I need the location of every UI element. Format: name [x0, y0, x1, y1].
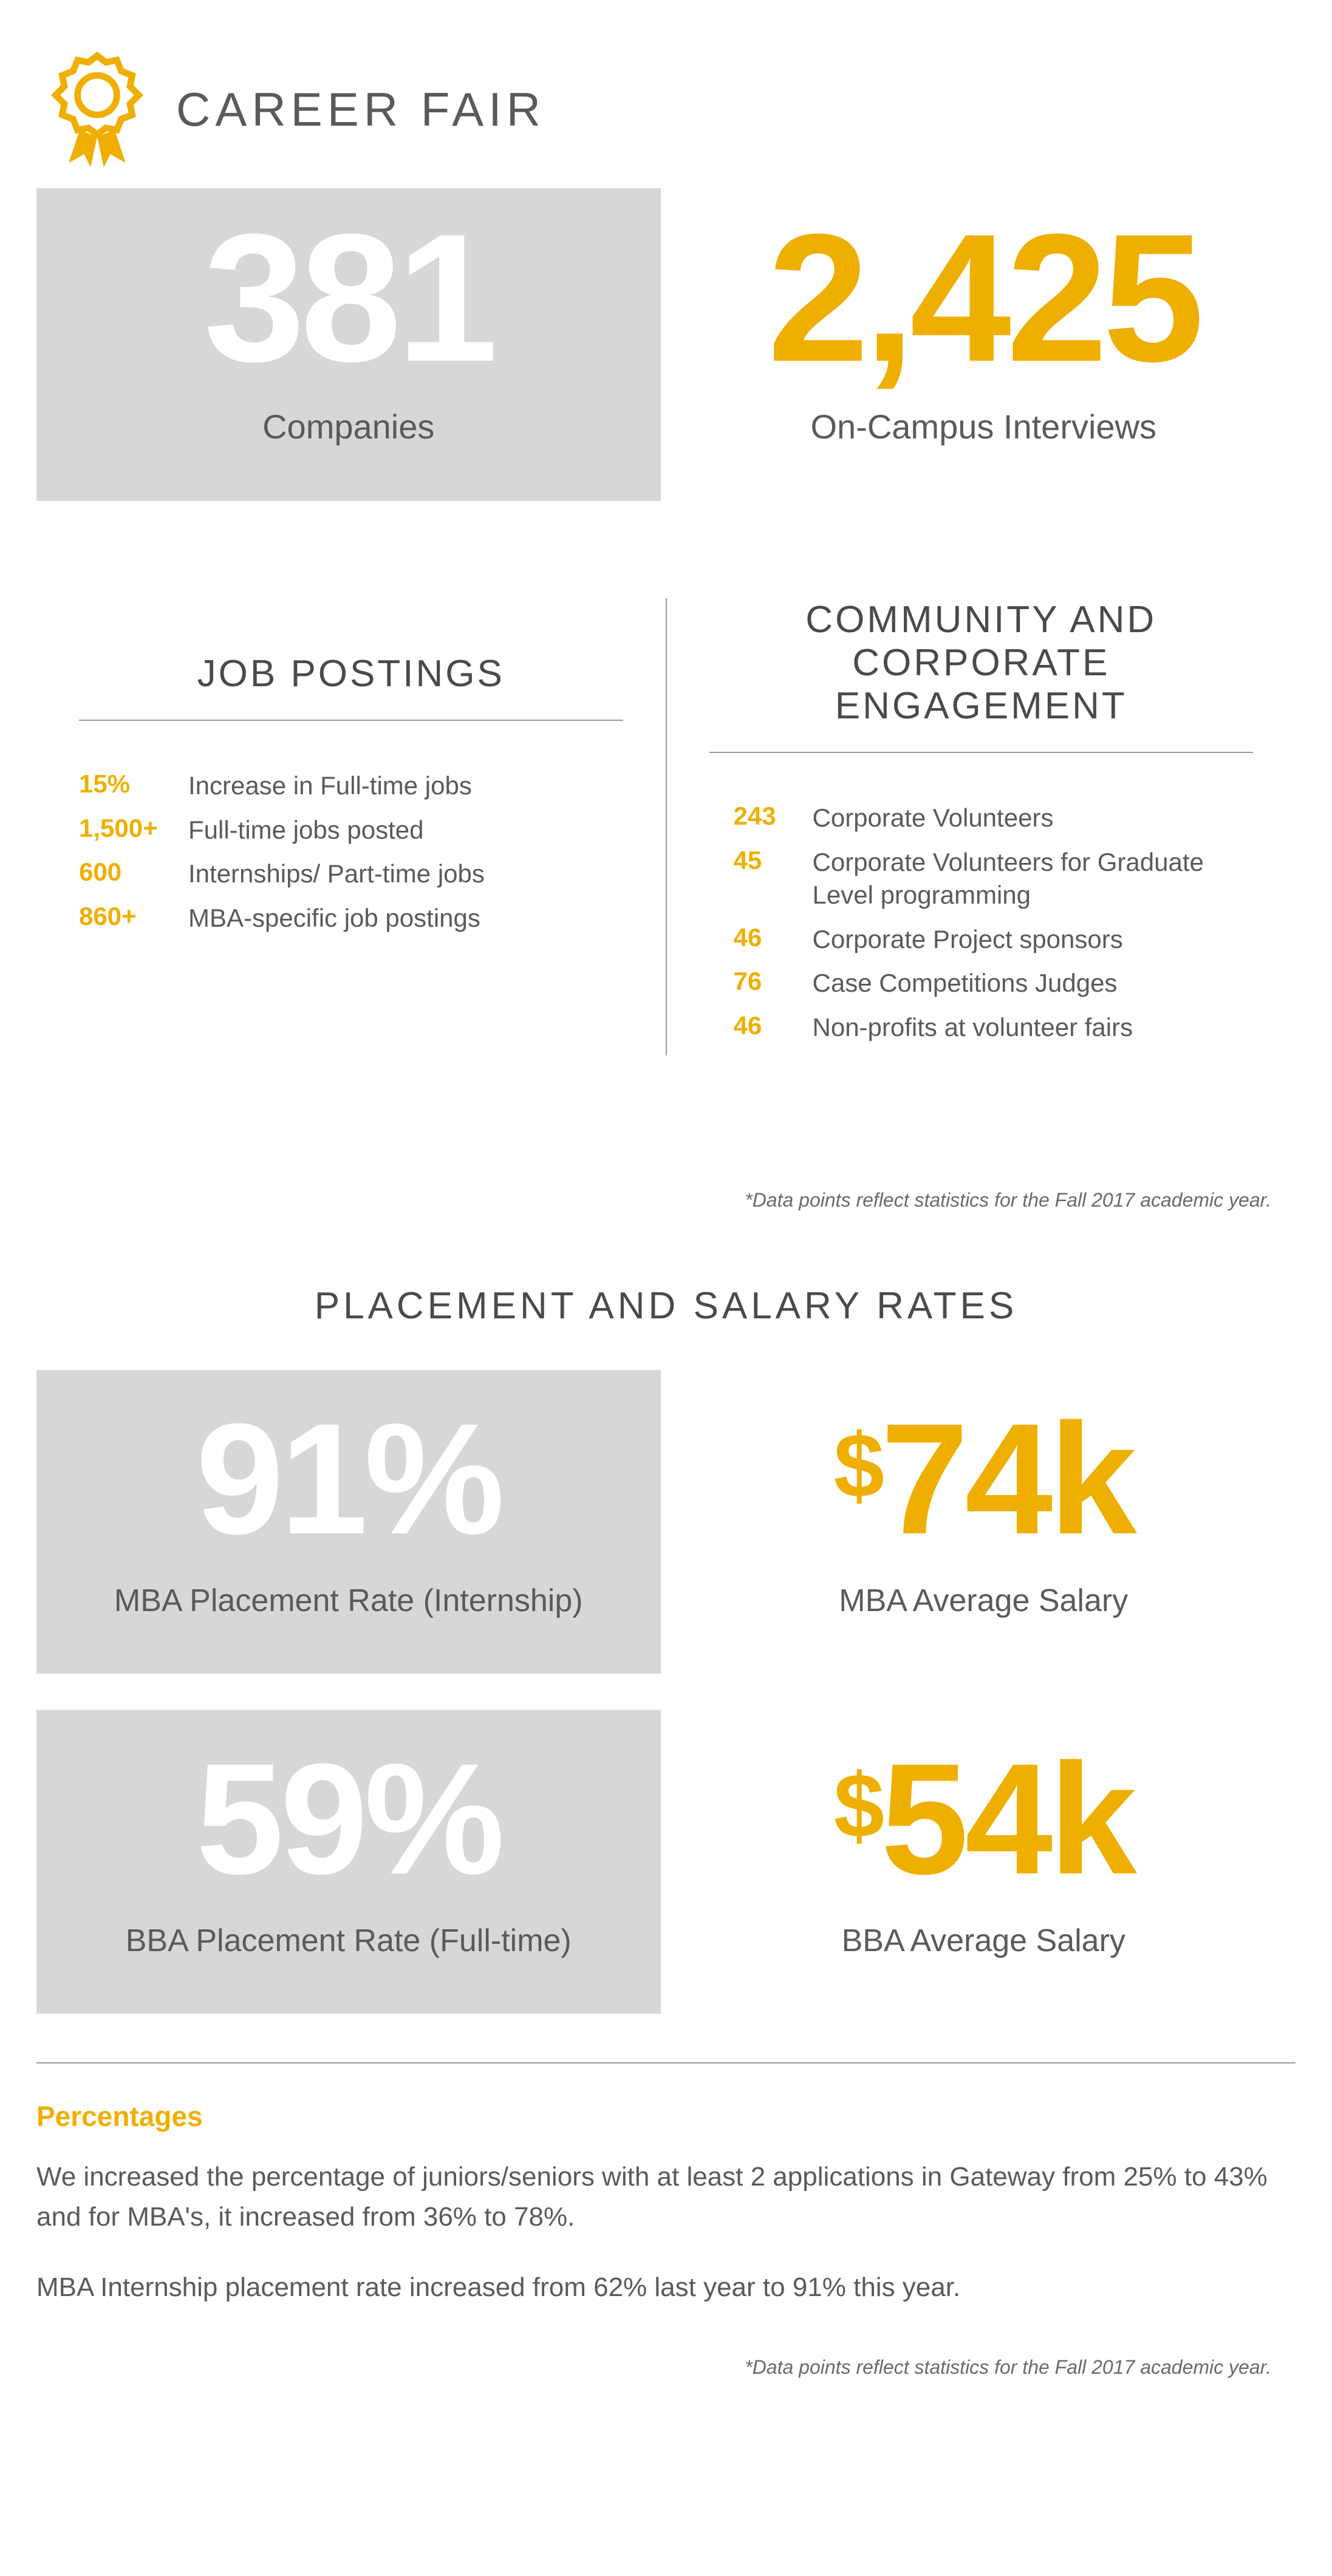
list-item: 76 Case Competitions Judges: [734, 967, 1254, 1000]
stat-label: Companies: [49, 407, 649, 446]
item-text: Corporate Volunteers for Graduate Level …: [813, 846, 1254, 912]
item-text: Full-time jobs posted: [188, 814, 424, 847]
divider: [79, 720, 623, 721]
list-item: 1,500+ Full-time jobs posted: [79, 814, 623, 847]
item-number: 860+: [79, 902, 170, 931]
item-text: Internships/ Part-time jobs: [188, 857, 485, 891]
item-number: 243: [734, 802, 794, 831]
mid-columns: JOB POSTINGS 15% Increase in Full-time j…: [36, 598, 1296, 1055]
list-item: 243 Corporate Volunteers: [734, 802, 1254, 835]
placement-row-bba: 59% BBA Placement Rate (Full-time) $54k …: [36, 1710, 1296, 2014]
stat-interviews: 2,425 On-Campus Interviews: [672, 188, 1296, 501]
item-text: Increase in Full-time jobs: [188, 769, 472, 803]
item-text: MBA-specific job postings: [188, 902, 480, 935]
stat-label: MBA Placement Rate (Internship): [49, 1583, 649, 1619]
stat-value: 2,425: [684, 206, 1284, 389]
stat-value: $54k: [684, 1740, 1284, 1898]
header-row: CAREER FAIR: [36, 49, 1296, 170]
stat-label: BBA Average Salary: [684, 1923, 1284, 1959]
list-item: 600 Internships/ Part-time jobs: [79, 857, 623, 891]
item-number: 1,500+: [79, 814, 170, 843]
list-item: 46 Corporate Project sponsors: [734, 923, 1254, 956]
list-item: 46 Non-profits at volunteer fairs: [734, 1011, 1254, 1044]
item-text: Non-profits at volunteer fairs: [813, 1011, 1133, 1044]
item-text: Corporate Project sponsors: [813, 923, 1123, 956]
bba-placement-rate: 59% BBA Placement Rate (Full-time): [36, 1710, 661, 2014]
engagement-list: 243 Corporate Volunteers 45 Corporate Vo…: [709, 802, 1254, 1044]
stat-label: BBA Placement Rate (Full-time): [49, 1923, 649, 1959]
list-item: 15% Increase in Full-time jobs: [79, 769, 623, 803]
stat-value: 91%: [49, 1400, 649, 1558]
stat-label: MBA Average Salary: [684, 1583, 1284, 1619]
engagement-column: COMMUNITY AND CORPORATE ENGAGEMENT 243 C…: [667, 598, 1296, 1055]
award-ribbon-icon: [43, 49, 152, 170]
placement-title: PLACEMENT AND SALARY RATES: [36, 1284, 1296, 1327]
item-text: Case Competitions Judges: [813, 967, 1118, 1000]
item-number: 600: [79, 857, 170, 887]
item-number: 45: [734, 846, 794, 875]
percentages-paragraph-1: We increased the percentage of juniors/s…: [36, 2157, 1296, 2237]
item-number: 46: [734, 1011, 794, 1040]
job-postings-list: 15% Increase in Full-time jobs 1,500+ Fu…: [79, 769, 623, 935]
engagement-title: COMMUNITY AND CORPORATE ENGAGEMENT: [709, 598, 1254, 727]
stat-label: On-Campus Interviews: [684, 407, 1284, 446]
value-text: 54k: [881, 1731, 1133, 1907]
career-fair-stats: 381 Companies 2,425 On-Campus Interviews: [36, 188, 1296, 501]
job-postings-title: JOB POSTINGS: [79, 598, 623, 695]
job-postings-column: JOB POSTINGS 15% Increase in Full-time j…: [36, 598, 667, 1055]
mba-placement-rate: 91% MBA Placement Rate (Internship): [36, 1370, 661, 1674]
value-text: 74k: [881, 1391, 1133, 1567]
item-text: Corporate Volunteers: [813, 802, 1054, 835]
placement-row-mba: 91% MBA Placement Rate (Internship) $74k…: [36, 1370, 1296, 1674]
footnote: *Data points reflect statistics for the …: [36, 2356, 1296, 2379]
stat-value: 381: [49, 206, 649, 389]
mba-salary: $74k MBA Average Salary: [672, 1370, 1296, 1674]
page-title: CAREER FAIR: [176, 82, 545, 137]
item-number: 46: [734, 923, 794, 952]
bba-salary: $54k BBA Average Salary: [672, 1710, 1296, 2014]
dollar-sign: $: [834, 1754, 881, 1856]
percentages-paragraph-2: MBA Internship placement rate increased …: [36, 2268, 1296, 2308]
stat-value: 59%: [49, 1740, 649, 1898]
footnote: *Data points reflect statistics for the …: [36, 1189, 1296, 1211]
item-number: 15%: [79, 769, 170, 799]
percentages-heading: Percentages: [36, 2100, 1296, 2133]
stat-value: $74k: [684, 1400, 1284, 1558]
dollar-sign: $: [834, 1414, 881, 1516]
stat-companies: 381 Companies: [36, 188, 661, 501]
list-item: 45 Corporate Volunteers for Graduate Lev…: [734, 846, 1254, 912]
page-container: CAREER FAIR 381 Companies 2,425 On-Campu…: [0, 0, 1332, 2452]
divider: [709, 752, 1254, 753]
item-number: 76: [734, 967, 794, 996]
divider: [36, 2062, 1296, 2063]
list-item: 860+ MBA-specific job postings: [79, 902, 623, 935]
